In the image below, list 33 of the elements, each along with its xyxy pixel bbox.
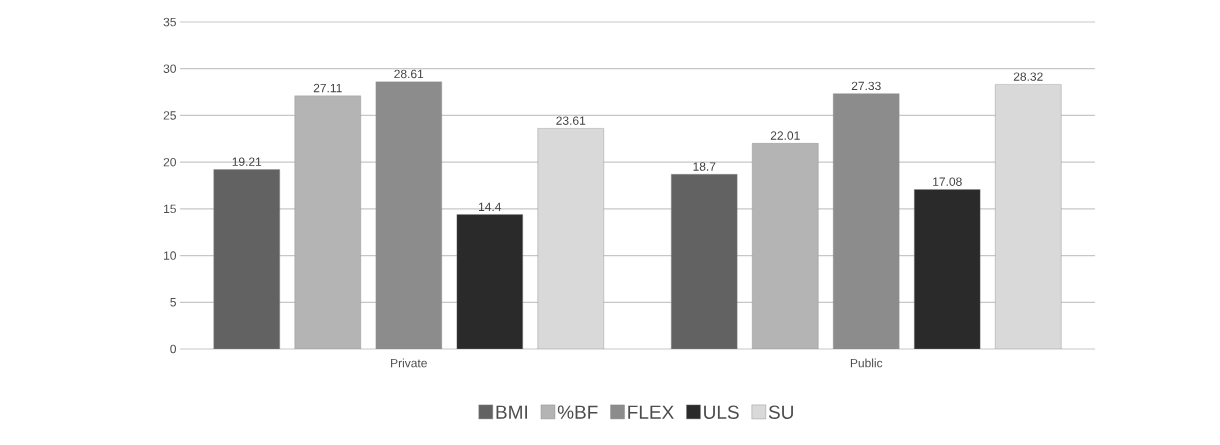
bar bbox=[537, 128, 604, 349]
legend-label: BMI bbox=[496, 405, 528, 419]
data-label: 18.7 bbox=[693, 162, 716, 171]
y-tick-label: 10 bbox=[164, 251, 177, 260]
data-label: 27.33 bbox=[851, 81, 881, 91]
data-label: 19.21 bbox=[232, 157, 262, 166]
data-label: 17.08 bbox=[933, 177, 962, 186]
legend-label: SU bbox=[768, 405, 793, 419]
data-label: 14.4 bbox=[478, 202, 502, 211]
bar bbox=[995, 84, 1062, 349]
data-label: 23.61 bbox=[556, 116, 586, 125]
x-tick-label: Public bbox=[850, 358, 883, 368]
data-label: 22.01 bbox=[770, 131, 800, 140]
x-tick-label: Private bbox=[391, 358, 427, 368]
bar bbox=[213, 169, 280, 349]
y-tick-label: 35 bbox=[163, 17, 176, 27]
bar bbox=[294, 95, 361, 349]
y-tick-label: 15 bbox=[164, 204, 176, 214]
data-label: 28.61 bbox=[394, 69, 424, 79]
bar bbox=[671, 174, 738, 349]
legend-label: ULS bbox=[704, 405, 739, 419]
legend-label: %BF bbox=[557, 405, 598, 419]
data-label: 28.32 bbox=[1013, 72, 1043, 81]
data-label: 27.11 bbox=[313, 83, 342, 93]
y-tick-label: 30 bbox=[163, 64, 177, 73]
y-tick-label: 0 bbox=[170, 344, 177, 354]
legend-label: FLEX bbox=[628, 405, 674, 419]
y-tick-label: 20 bbox=[163, 157, 177, 167]
y-tick-label: 5 bbox=[170, 298, 176, 307]
bar bbox=[914, 189, 981, 349]
y-tick-label: 25 bbox=[163, 111, 176, 120]
bar bbox=[752, 143, 819, 349]
bar bbox=[456, 214, 523, 349]
